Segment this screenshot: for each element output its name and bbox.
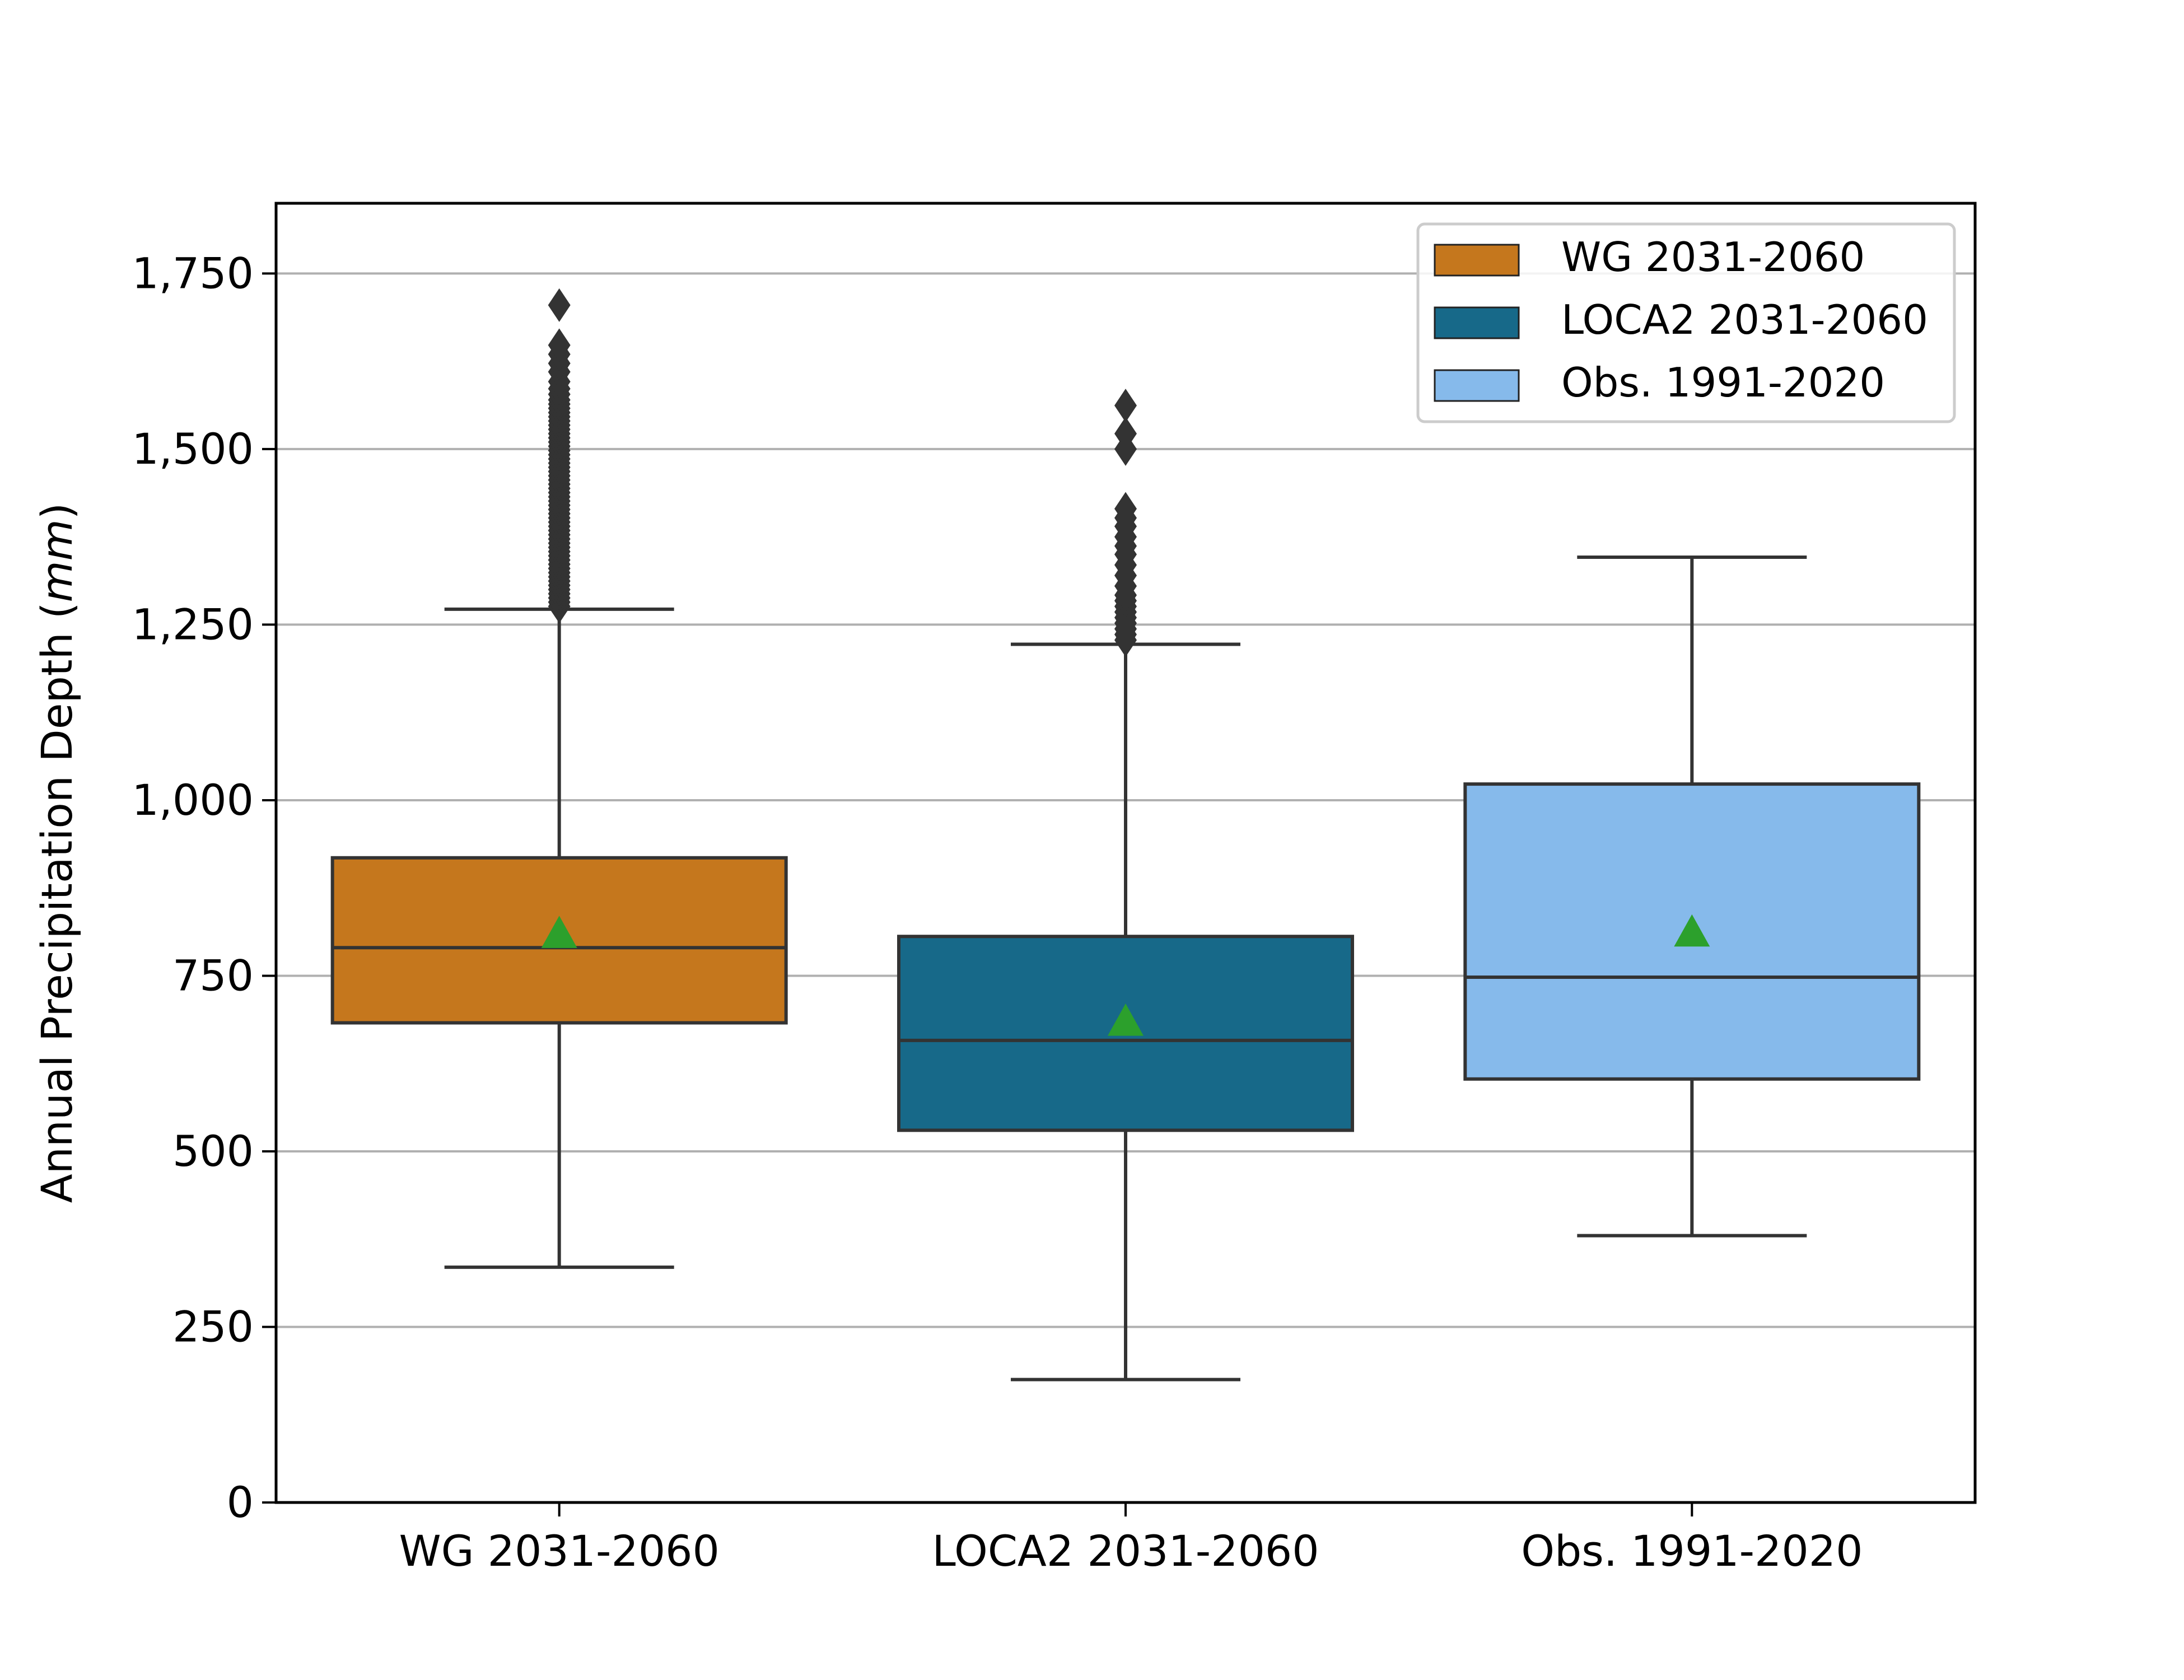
y-tick-label: 750 <box>172 950 254 1000</box>
box-group <box>330 288 788 1269</box>
legend-label: Obs. 1991-2020 <box>1561 359 1885 406</box>
x-tick-label: Obs. 1991-2020 <box>1521 1526 1863 1576</box>
x-tick-label: LOCA2 2031-2060 <box>932 1526 1319 1576</box>
x-axis: WG 2031-2060 LOCA2 2031-2060 Obs. 1991-202… <box>399 1502 1863 1576</box>
mean-marker <box>541 916 577 948</box>
legend-label: LOCA2 2031-2060 <box>1561 296 1928 343</box>
legend-label: WG 2031-2060 <box>1561 234 1865 281</box>
legend: WG 2031-2060 LOCA2 2031-2060 Obs. 1991-202… <box>1416 222 1956 423</box>
y-tick-label: 250 <box>172 1301 254 1351</box>
y-tick-label: 0 <box>227 1477 254 1527</box>
y-tick-label: 1,500 <box>132 424 254 474</box>
y-tick-label: 1,000 <box>132 775 254 825</box>
outlier-point <box>1114 389 1137 423</box>
outlier-point <box>1114 417 1137 451</box>
y-axis-unit: mm <box>32 519 82 602</box>
mean-marker <box>1108 1003 1144 1036</box>
x-tick-label: WG 2031-2060 <box>399 1526 719 1576</box>
legend-frame <box>1416 222 1956 423</box>
y-tick-label: 1,750 <box>132 248 254 298</box>
box-group <box>897 389 1354 1382</box>
legend-swatch <box>1434 369 1520 402</box>
outlier-point <box>548 288 571 322</box>
y-tick-label: 1,250 <box>132 599 254 649</box>
outlier-point <box>548 328 571 362</box>
y-tick-label: 500 <box>172 1126 254 1176</box>
mean-marker <box>1674 914 1710 947</box>
legend-swatch <box>1434 244 1520 277</box>
y-axis: 0 250 500 750 1,000 1,250 1,500 1,750 <box>132 248 276 1527</box>
legend-swatch <box>1434 306 1520 339</box>
outlier-point <box>1114 492 1137 526</box>
box-plot-series <box>330 288 1921 1382</box>
y-axis-label: Annual Precipitation Depth (mm) <box>32 503 82 1203</box>
box-group <box>1463 556 1921 1238</box>
